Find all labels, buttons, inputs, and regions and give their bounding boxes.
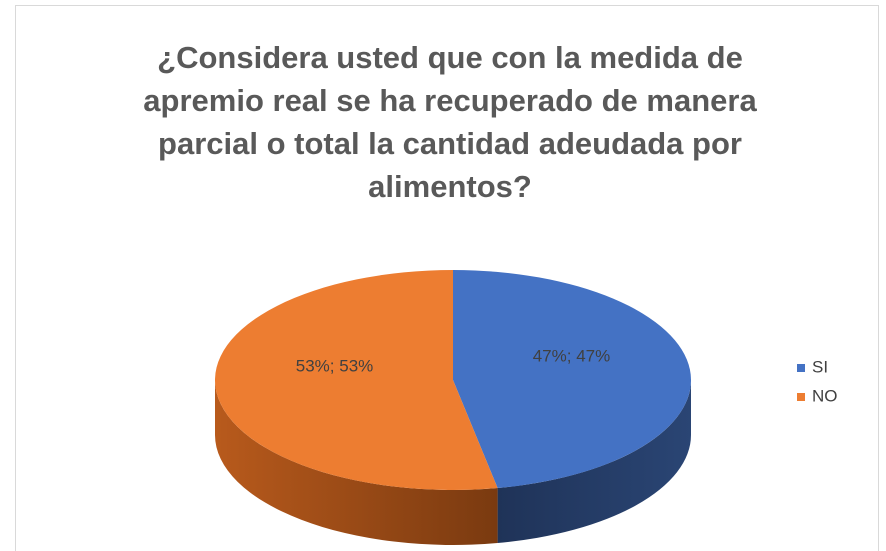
data-label: 47%; 47% — [533, 346, 611, 365]
pie-slice — [214, 270, 498, 490]
legend-swatch — [797, 393, 805, 401]
legend-label: SI — [812, 357, 828, 376]
pie-slice — [453, 270, 691, 489]
chart-title: ¿Considera usted que con la medida de ap… — [143, 40, 757, 204]
data-label: 53%; 53% — [296, 357, 374, 376]
pie-slice-side — [497, 380, 691, 544]
legend-swatch — [797, 364, 805, 372]
legend-label: NO — [812, 386, 838, 405]
pie-slice-side — [215, 380, 498, 545]
chart-border — [15, 5, 879, 551]
